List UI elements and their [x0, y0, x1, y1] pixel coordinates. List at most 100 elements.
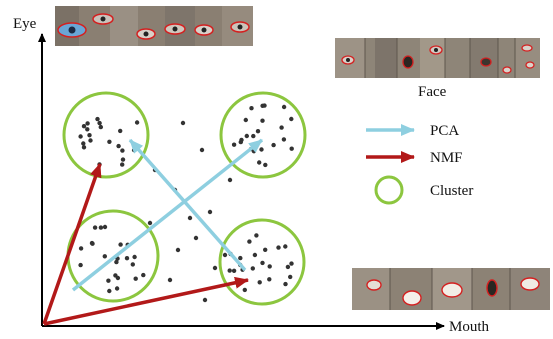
scatter-point — [134, 120, 140, 125]
scatter-point — [288, 274, 293, 280]
scatter-point — [285, 264, 291, 270]
pca-arrow-a — [128, 138, 247, 272]
x-axis-label: Mouth — [449, 319, 490, 335]
scatter-point — [120, 162, 125, 167]
scatter-point — [133, 276, 138, 281]
scatter-point — [97, 120, 102, 126]
cluster-circle-top-right — [219, 91, 307, 179]
scatter-point — [120, 157, 126, 162]
scatter-point — [98, 124, 104, 130]
scatter-point — [102, 254, 108, 259]
scatter-point — [254, 233, 259, 238]
mouth-patch-strip — [352, 268, 550, 310]
scatter-point — [202, 297, 208, 303]
scatter-point — [78, 246, 84, 251]
cluster-circle-top-left — [62, 91, 150, 179]
scatter-point — [95, 116, 100, 122]
scatter-point — [251, 133, 256, 139]
scatter-point — [260, 103, 265, 109]
pca-arrow-b — [71, 138, 264, 292]
scatter-point — [118, 242, 123, 247]
scatter-point — [124, 256, 130, 261]
scatter-point — [227, 177, 233, 183]
scatter-point — [85, 121, 90, 126]
scatter-point — [81, 141, 86, 146]
scatter-point — [89, 240, 95, 246]
scatter-point — [130, 262, 135, 267]
axes: Eye Mouth — [13, 16, 490, 335]
scatter-point — [289, 116, 294, 122]
scatter-point — [231, 142, 237, 147]
scatter-point — [199, 147, 205, 153]
scatter-point — [243, 117, 248, 123]
legend-pca-label: PCA — [430, 123, 459, 139]
scatter-point — [231, 268, 237, 273]
scatter-point — [120, 148, 125, 153]
scatter-point — [107, 139, 112, 144]
scatter-point — [239, 137, 244, 143]
scatter-point — [114, 286, 120, 291]
arrows — [42, 138, 264, 326]
scatter-point — [283, 244, 288, 249]
scatter-point — [283, 281, 288, 287]
scatter-point — [238, 255, 243, 261]
cluster-circle-bottom-right — [218, 218, 306, 306]
scatter-point — [193, 235, 199, 241]
scatter-point — [252, 252, 258, 258]
scatter-point — [114, 259, 119, 265]
scatter-point — [141, 272, 146, 278]
scatter-point — [212, 265, 218, 271]
scatter-point — [106, 278, 111, 283]
legend: PCA NMF Cluster — [366, 123, 473, 205]
scatter-point — [257, 280, 262, 285]
scatter-point — [263, 247, 268, 252]
scatter-point — [271, 142, 276, 148]
legend-cluster-label: Cluster — [430, 183, 473, 199]
scatter-point — [244, 133, 249, 139]
scatter-point — [263, 162, 268, 168]
face-label: Face — [418, 84, 447, 100]
scatter-point — [281, 104, 287, 110]
scatter-point — [276, 245, 281, 250]
scatter-point — [175, 247, 181, 253]
scatter-point — [147, 220, 153, 226]
scatter-point — [222, 252, 228, 258]
legend-cluster-circle — [374, 175, 404, 205]
scatter-point — [247, 239, 252, 244]
clusters — [62, 91, 307, 306]
scatter-point — [88, 138, 93, 143]
scatter-point — [257, 160, 262, 165]
nmf-arrow-a — [42, 163, 102, 325]
scatter-point — [118, 128, 123, 134]
scatter-point — [279, 125, 284, 130]
scatter-point — [249, 106, 254, 111]
scatter-point — [113, 273, 118, 278]
scatter-point — [102, 224, 108, 230]
scatter-point — [81, 124, 87, 129]
scatter-point — [281, 137, 287, 142]
scatter-point — [81, 145, 87, 150]
scatter-point — [259, 147, 264, 152]
scatter-point — [132, 254, 137, 260]
scatter-point — [87, 133, 92, 138]
scatter-point — [250, 266, 255, 271]
scatter-point — [116, 143, 121, 149]
scatter-point — [267, 277, 272, 282]
scatter-point — [289, 261, 294, 266]
y-axis-label: Eye — [13, 16, 37, 32]
scatter-point — [78, 134, 83, 139]
scatter-point — [92, 225, 98, 230]
scatter-point — [289, 146, 294, 151]
scatter-point — [167, 277, 173, 283]
scatter-point — [242, 287, 247, 293]
scatter-point — [255, 129, 261, 134]
eye-patch-strip — [55, 6, 253, 46]
legend-nmf-label: NMF — [430, 150, 463, 166]
nmf-arrow-b — [43, 276, 249, 326]
scatter-point — [85, 127, 90, 132]
scatter-point — [78, 262, 83, 268]
cluster-circle-bottom-left — [66, 209, 160, 303]
scatter-point — [267, 264, 272, 269]
scatter-point — [180, 120, 186, 126]
